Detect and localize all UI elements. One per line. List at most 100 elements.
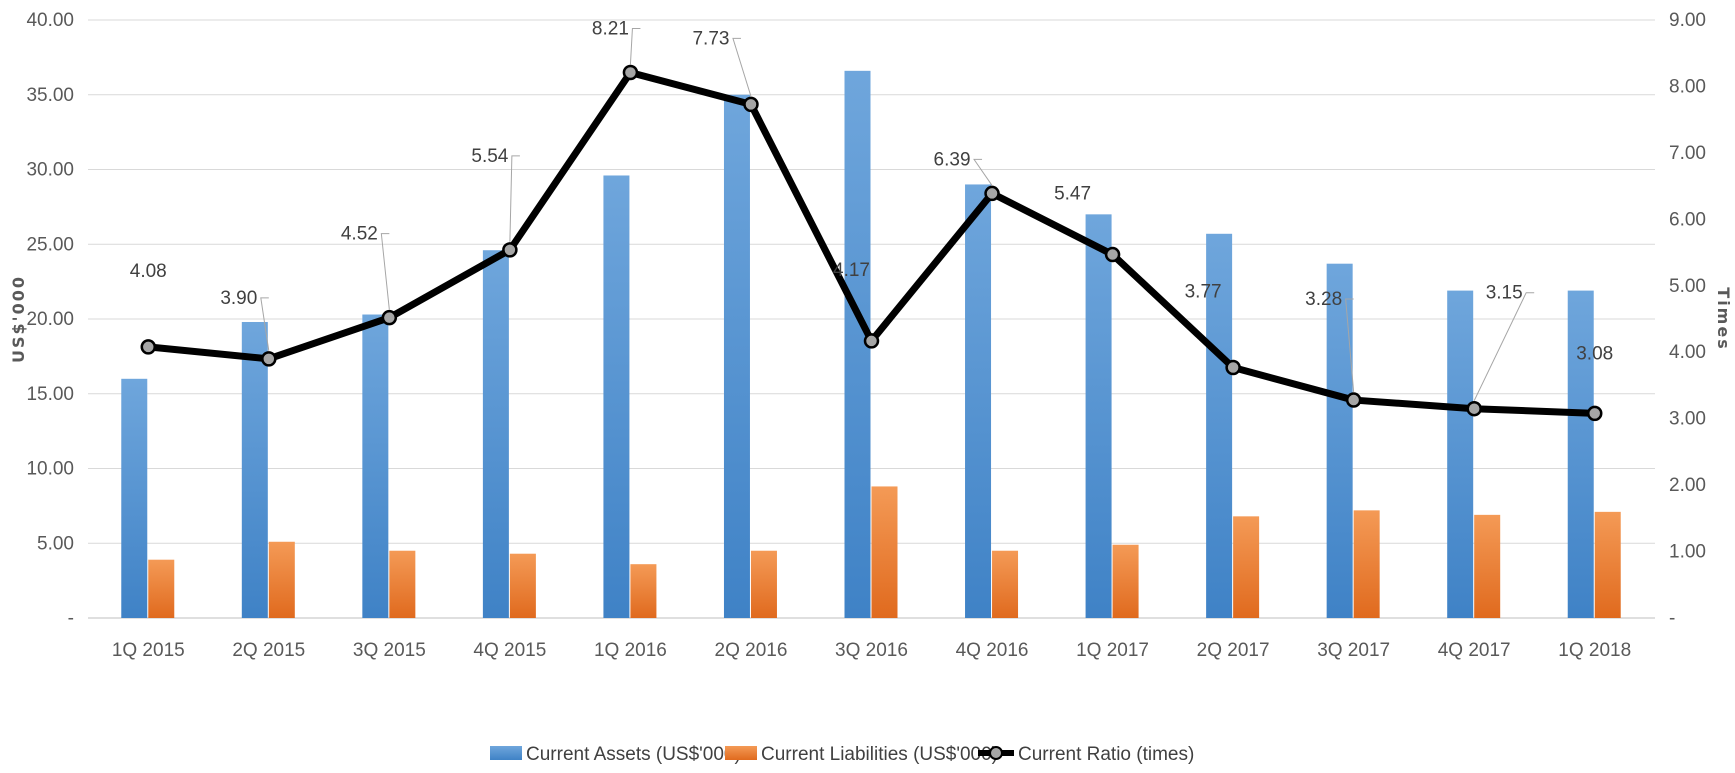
x-tick-label: 1Q 2016	[594, 640, 667, 661]
bar-current-liabilities	[630, 564, 657, 618]
legend-label-current-liabilities: Current Liabilities (US$'000)	[761, 744, 998, 765]
y-left-tick-label: -	[68, 608, 74, 629]
y-left-tick-label: 35.00	[26, 85, 74, 106]
y-left-tick-label: 40.00	[26, 10, 74, 31]
data-label-leader	[1473, 292, 1535, 401]
bar-current-liabilities	[509, 553, 536, 618]
y-right-tick-label: 8.00	[1669, 76, 1706, 97]
bar-current-assets	[1567, 290, 1594, 618]
x-tick-label: 4Q 2015	[473, 640, 546, 661]
current-ratio-data-label: 3.90	[220, 288, 257, 309]
y-right-tick-label: 9.00	[1669, 10, 1706, 31]
bar-current-assets	[1206, 233, 1233, 618]
current-ratio-marker	[1345, 392, 1362, 408]
bar-current-liabilities	[1474, 514, 1501, 618]
current-ratio-marker	[1466, 400, 1482, 417]
y-right-tick-label: 5.00	[1669, 276, 1706, 297]
bar-current-assets	[121, 378, 148, 618]
y-right-axis-title: Times	[1714, 287, 1733, 350]
data-label-leader	[509, 155, 520, 242]
x-tick-label: 2Q 2015	[232, 640, 305, 661]
bar-current-assets	[362, 314, 389, 618]
y-left-axis-title: US$'000	[9, 275, 28, 363]
y-left-tick-label: 25.00	[26, 234, 74, 255]
current-ratio-data-label: 3.15	[1486, 283, 1523, 304]
bar-current-liabilities	[148, 559, 175, 618]
y-right-tick-label: 2.00	[1669, 475, 1706, 496]
y-left-tick-label: 15.00	[26, 384, 74, 405]
x-tick-label: 4Q 2016	[956, 640, 1029, 661]
y-right-tick-label: 4.00	[1669, 342, 1706, 363]
legend-label-current-assets: Current Assets (US$'000)	[526, 744, 741, 765]
bar-current-liabilities	[1353, 510, 1380, 618]
data-label-leader	[629, 27, 641, 65]
y-left-tick-label: 5.00	[37, 533, 74, 554]
current-ratio-marker	[1225, 359, 1241, 376]
bar-current-assets	[723, 94, 750, 618]
current-ratio-marker	[140, 339, 157, 355]
bar-current-assets	[1447, 290, 1474, 618]
bar-current-liabilities	[1594, 511, 1621, 618]
current-ratio-data-label: 3.08	[1576, 343, 1613, 364]
y-right-tick-label: 7.00	[1669, 143, 1706, 164]
current-ratio-data-label: 3.28	[1305, 289, 1342, 310]
y-right-tick-label: 1.00	[1669, 542, 1706, 563]
current-ratio-marker	[984, 185, 1000, 202]
current-ratio-data-label: 8.21	[592, 18, 629, 39]
x-tick-label: 1Q 2017	[1076, 640, 1149, 661]
x-tick-label: 2Q 2016	[715, 640, 788, 661]
current-ratio-marker	[743, 96, 759, 113]
bar-current-liabilities	[1112, 544, 1139, 618]
data-label-leader	[380, 233, 390, 310]
x-tick-label: 3Q 2016	[835, 640, 908, 661]
current-ratio-data-label: 4.08	[130, 261, 167, 282]
data-label-leader	[260, 297, 270, 351]
bar-current-liabilities	[268, 541, 295, 618]
x-tick-label: 2Q 2017	[1197, 640, 1270, 661]
current-ratio-data-label: 4.52	[341, 224, 378, 245]
bar-current-assets	[1085, 214, 1112, 618]
bar-current-assets	[1326, 263, 1353, 618]
data-label-leader	[973, 158, 993, 186]
y-left-tick-label: 10.00	[26, 459, 74, 480]
data-label-leader	[1345, 298, 1355, 393]
x-tick-label: 3Q 2017	[1317, 640, 1390, 661]
y-right-tick-label: 6.00	[1669, 209, 1706, 230]
current-ratio-marker	[502, 242, 518, 258]
current-ratio-marker	[1586, 405, 1603, 422]
bar-current-assets	[603, 175, 630, 619]
x-tick-label: 4Q 2017	[1438, 640, 1511, 661]
legend-swatch-current-liabilities	[725, 746, 757, 760]
bar-current-liabilities	[1233, 516, 1260, 618]
bar-current-liabilities	[992, 550, 1019, 618]
legend-label-current-ratio: Current Ratio (times)	[1018, 744, 1194, 765]
bar-current-assets	[965, 184, 992, 618]
bar-current-assets	[482, 250, 509, 619]
y-right-tick-label: 3.00	[1669, 409, 1706, 430]
y-left-tick-label: 20.00	[26, 309, 74, 330]
bar-current-liabilities	[389, 550, 416, 618]
x-tick-label: 1Q 2015	[112, 640, 185, 661]
current-ratio-marker	[1104, 246, 1121, 263]
x-tick-label: 1Q 2018	[1558, 640, 1631, 661]
current-ratio-marker	[381, 309, 398, 326]
current-ratio-marker	[622, 64, 639, 81]
current-ratio-data-label: 5.54	[471, 146, 508, 167]
bar-current-liabilities	[750, 550, 777, 618]
data-label-leader	[732, 37, 752, 97]
current-ratio-data-label: 7.73	[692, 28, 729, 49]
current-ratio-data-label: 3.77	[1185, 282, 1222, 303]
bar-current-liabilities	[871, 486, 898, 618]
y-right-tick-label: -	[1669, 608, 1675, 629]
legend-swatch-marker-current-ratio	[989, 746, 1003, 760]
current-ratio-data-label: 5.47	[1054, 184, 1091, 205]
x-tick-label: 3Q 2015	[353, 640, 426, 661]
bar-current-assets	[241, 321, 268, 618]
current-ratio-data-label: 4.17	[833, 260, 870, 281]
y-left-tick-label: 30.00	[26, 160, 74, 181]
current-ratio-data-label: 6.39	[934, 149, 971, 170]
current-ratio-marker	[863, 333, 880, 349]
current-ratio-marker	[261, 351, 277, 367]
